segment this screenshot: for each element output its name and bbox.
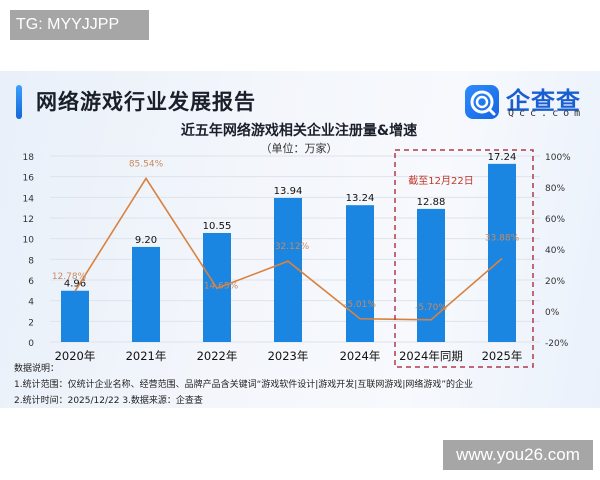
bottom-watermark: www.you26.com: [443, 440, 593, 470]
bar-value-label: 13.94: [274, 186, 303, 197]
x-tick-label: 2024年同期: [399, 349, 463, 363]
growth-label: 85.54%: [129, 159, 164, 169]
left-tick-label: 4: [28, 298, 34, 308]
growth-line-series: 12.78% 85.54% 14.65% 32.12% -5.01% -5.70% 33.8…: [52, 159, 520, 321]
right-axis: -20% 0% 20% 40% 60% 80% 100%: [545, 153, 571, 349]
title-accent-bar: [16, 85, 22, 119]
qcc-logo: 企查查 Qcc.com: [465, 85, 599, 121]
bar-value-label: 13.24: [346, 193, 375, 204]
x-tick-label: 2024年: [340, 349, 381, 363]
left-tick-label: 14: [23, 194, 35, 204]
notes-heading: 数据说明：: [14, 364, 60, 374]
left-tick-label: 16: [23, 174, 35, 184]
bar-value-label: 4.96: [64, 279, 86, 290]
left-tick-label: 18: [23, 153, 35, 163]
notes-line-1: 1.统计范围：仅统计企业名称、经营范围、品牌产品含关键词“游戏软件设计|游戏开发…: [14, 380, 474, 390]
top-watermark: TG: MYYJJPP: [10, 10, 149, 40]
logo-domain: Qcc.com: [508, 108, 586, 119]
bar: [132, 246, 160, 342]
growth-label: -5.01%: [344, 300, 376, 310]
growth-label: 32.12%: [275, 242, 310, 252]
cutoff-annotation: 截至12月22日: [408, 174, 473, 187]
left-tick-label: 8: [28, 256, 34, 266]
x-tick-label: 2025年: [482, 349, 523, 363]
highlight-box: [394, 149, 534, 368]
qcc-logo-icon: [465, 85, 499, 119]
bar-value-label: 12.88: [417, 197, 446, 208]
bar: [61, 290, 89, 342]
right-tick-label: 20%: [545, 277, 565, 287]
x-tick-label: 2021年: [126, 349, 167, 363]
bar: [346, 205, 374, 342]
growth-label: 12.78%: [52, 272, 87, 282]
x-tick-label: 2022年: [197, 349, 238, 363]
left-tick-label: 12: [23, 215, 34, 225]
growth-label: 14.65%: [204, 281, 239, 291]
left-tick-label: 6: [28, 277, 34, 287]
bar: [274, 197, 302, 342]
growth-label: 33.88%: [485, 233, 520, 243]
bar: [417, 208, 445, 342]
report-title: 网络游戏行业发展报告: [36, 90, 256, 114]
right-tick-label: 80%: [545, 184, 565, 194]
notes-line-2: 2.统计时间：2025/12/22 3.数据来源：企查查: [14, 396, 203, 406]
left-tick-label: 2: [28, 318, 34, 328]
bar-value-label: 17.24: [488, 152, 517, 163]
bar-value-label: 10.55: [203, 221, 232, 232]
growth-label: -5.70%: [415, 303, 447, 313]
growth-line: [74, 176, 503, 321]
chart-subtitle: （单位：万家）: [261, 141, 338, 155]
logo-name: 企查查: [506, 87, 581, 115]
left-axis: 0 2 4 6 8 10 12 14 16 18: [23, 153, 35, 349]
right-tick-label: 100%: [545, 153, 571, 163]
right-tick-label: 0%: [545, 308, 560, 318]
left-tick-label: 10: [23, 236, 35, 246]
x-axis: 2020年 2021年 2022年 2023年 2024年 2024年同期 2025年: [55, 349, 523, 363]
bar: [488, 163, 516, 342]
x-tick-label: 2023年: [268, 349, 309, 363]
right-tick-label: 60%: [545, 215, 565, 225]
right-tick-label: 40%: [545, 246, 565, 256]
x-tick-label: 2020年: [55, 349, 96, 363]
chart-title: 近五年网络游戏相关企业注册量&增速: [181, 122, 417, 139]
data-notes: 数据说明： 1.统计范围：仅统计企业名称、经营范围、品牌产品含关键词“游戏软件设…: [14, 361, 473, 409]
left-tick-label: 0: [28, 339, 34, 349]
right-tick-label: -20%: [545, 339, 569, 349]
bar-value-label: 9.20: [135, 235, 157, 246]
